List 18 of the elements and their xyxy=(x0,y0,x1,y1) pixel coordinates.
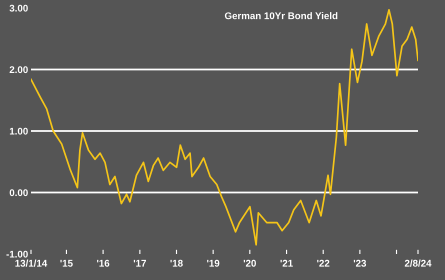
x-tick-label: 13/1/14 xyxy=(15,260,48,267)
y-tick-label: 3.00 xyxy=(10,4,28,12)
y-tick-label: -1.00 xyxy=(6,250,28,258)
x-tick-label: '16 xyxy=(97,260,110,267)
y-tick-label: 2.00 xyxy=(10,66,28,74)
line-series xyxy=(31,9,418,246)
x-tick-label: '21 xyxy=(280,260,293,267)
x-tick-label: '15 xyxy=(60,260,73,267)
y-tick-label: 1.00 xyxy=(10,128,28,135)
x-tick-label: '23 xyxy=(354,260,366,267)
chart-title: German 10Yr Bond Yield xyxy=(224,12,338,20)
x-tick-label: 2/8/24 xyxy=(404,260,432,267)
x-tick-label: '17 xyxy=(134,260,146,267)
x-tick-label: '22 xyxy=(317,260,330,267)
x-tick-label: '20 xyxy=(244,260,256,267)
y-tick-label: 0.00 xyxy=(10,189,28,196)
x-tick-label: '18 xyxy=(170,260,183,267)
x-tick-label: '19 xyxy=(207,260,220,267)
